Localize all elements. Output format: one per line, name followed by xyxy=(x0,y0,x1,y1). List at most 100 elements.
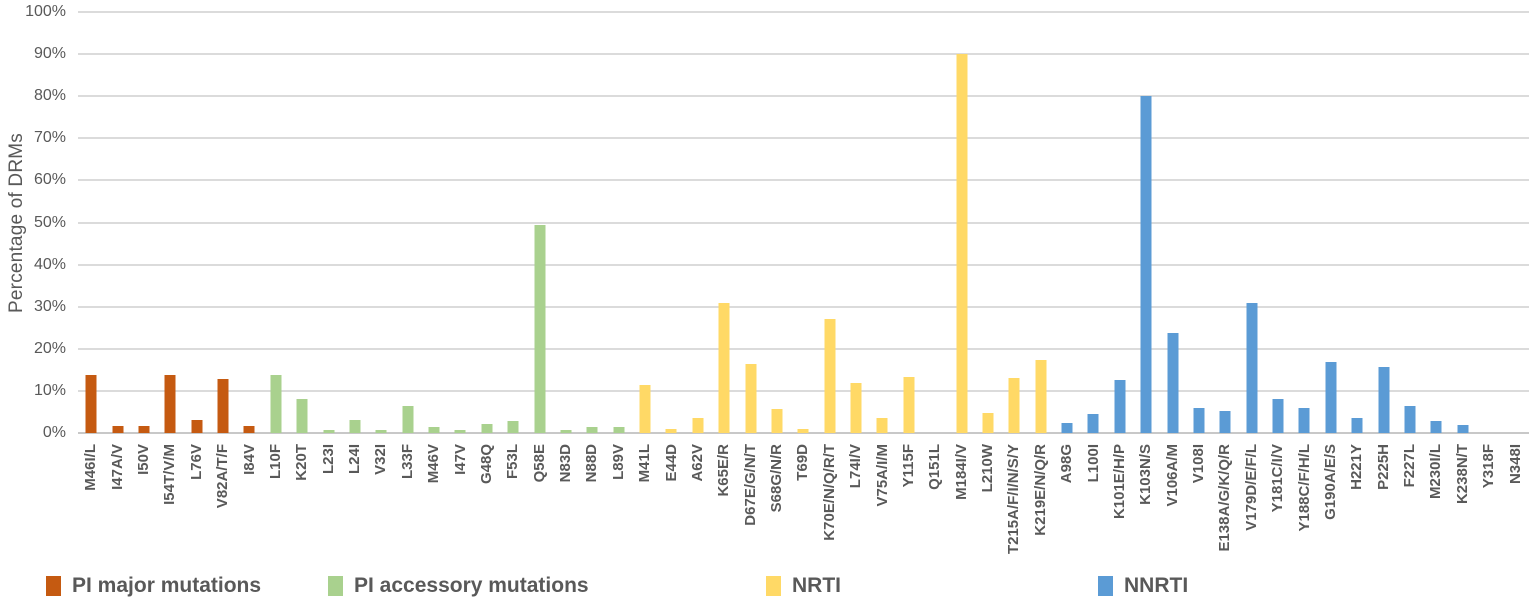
x-label: L210W xyxy=(979,444,997,493)
bar xyxy=(586,427,598,433)
legend-label: PI major mutations xyxy=(72,574,262,597)
bar-slot xyxy=(869,12,895,433)
bar-slot xyxy=(289,12,315,433)
y-tick-label: 10% xyxy=(33,381,66,399)
bar-slot xyxy=(658,12,684,433)
x-label-slot: K103N/S xyxy=(1133,444,1159,505)
legend-label: NRTI xyxy=(792,574,841,597)
bar xyxy=(1378,367,1390,433)
x-label: K20T xyxy=(293,444,311,481)
bar xyxy=(797,428,809,433)
y-tick-label: 100% xyxy=(25,3,66,20)
bar-slot xyxy=(1450,12,1476,433)
bar xyxy=(1430,420,1442,433)
legend-swatch xyxy=(766,576,781,596)
bar xyxy=(1404,405,1416,433)
bar xyxy=(956,54,968,433)
bar xyxy=(1298,408,1310,433)
bar xyxy=(903,376,915,433)
bar xyxy=(191,419,203,433)
x-label-slot: F53L xyxy=(500,444,526,479)
gridline xyxy=(78,389,1529,392)
bar xyxy=(1035,359,1047,433)
x-label-slot: L74I/V xyxy=(843,444,869,488)
x-label-slot: Y115F xyxy=(896,444,922,487)
x-label: T69D xyxy=(794,444,812,481)
x-axis-line xyxy=(78,432,1529,434)
legend-item: PI accessory mutations xyxy=(328,574,589,598)
x-label: V75A/I/M xyxy=(873,444,891,507)
x-label-slot: K101E/H/P xyxy=(1107,444,1133,519)
x-label-slot: L210W xyxy=(975,444,1001,492)
bar xyxy=(692,417,704,433)
bar-slot xyxy=(1423,12,1449,433)
x-label: K219E/N/Q/R xyxy=(1031,444,1049,536)
bar xyxy=(112,426,124,433)
x-label-slot: L23I xyxy=(315,444,341,474)
legend-item: NRTI xyxy=(766,574,841,598)
bar-slot xyxy=(685,12,711,433)
x-label-slot: L10F xyxy=(263,444,289,479)
bar xyxy=(639,384,651,433)
bar-slot xyxy=(606,12,632,433)
bar xyxy=(1140,96,1152,433)
bar xyxy=(375,429,387,433)
bar-slot xyxy=(553,12,579,433)
x-label: L74I/V xyxy=(847,444,865,489)
bar-slot xyxy=(1028,12,1054,433)
x-label-slot: G190A/E/S xyxy=(1318,444,1344,520)
bar-slot xyxy=(1502,12,1528,433)
gridline xyxy=(78,11,1529,13)
x-label: M230I/L xyxy=(1427,444,1445,500)
x-label: V108I xyxy=(1190,444,1208,484)
bar-slot xyxy=(395,12,421,433)
x-label: M41L xyxy=(636,444,654,483)
x-label-slot: V106A/M xyxy=(1159,444,1185,507)
x-label: G48Q xyxy=(477,444,495,485)
x-label-slot: M230I/L xyxy=(1423,444,1449,499)
legend-item: PI major mutations xyxy=(46,574,261,598)
bar xyxy=(771,409,783,433)
x-label: L100I xyxy=(1084,444,1102,483)
bar-slot xyxy=(632,12,658,433)
bar-slot xyxy=(263,12,289,433)
y-tick-label: 40% xyxy=(33,255,66,273)
x-label: V32I xyxy=(372,444,390,475)
bar-slot xyxy=(1054,12,1080,433)
bar-slot xyxy=(790,12,816,433)
x-label-slot: I54T/V/M xyxy=(157,444,183,505)
bar xyxy=(1193,408,1205,433)
x-label: N88D xyxy=(583,444,601,483)
x-label-slot: H221Y xyxy=(1344,444,1370,490)
x-label-slot: L100I xyxy=(1080,444,1106,482)
bar-slot xyxy=(843,12,869,433)
x-label: V82A/T/F xyxy=(214,444,232,509)
x-label-slot: P225H xyxy=(1370,444,1396,490)
bar xyxy=(402,405,414,433)
gridline xyxy=(78,95,1529,98)
bar xyxy=(349,419,361,433)
x-label-slot: S68G/N/R xyxy=(764,444,790,512)
bar xyxy=(560,429,572,433)
x-label-slot: L24I xyxy=(342,444,368,474)
bar-slot xyxy=(500,12,526,433)
bar-slot xyxy=(896,12,922,433)
y-tick-label: 20% xyxy=(33,339,66,357)
bar xyxy=(1351,417,1363,433)
x-label: I47A/V xyxy=(108,444,126,490)
bar-slot xyxy=(975,12,1001,433)
bar xyxy=(1325,361,1337,433)
bar xyxy=(1087,413,1099,433)
bar-slot xyxy=(1107,12,1133,433)
x-label: D67E/G/N/T xyxy=(741,444,759,526)
x-label-slot: M41L xyxy=(632,444,658,482)
bar xyxy=(138,426,150,433)
bar-slot xyxy=(184,12,210,433)
bar-slot xyxy=(1186,12,1212,433)
y-tick-label: 90% xyxy=(33,45,66,63)
x-label-slot: K65E/R xyxy=(711,444,737,497)
bar-slot xyxy=(1291,12,1317,433)
bar xyxy=(850,383,862,433)
bar-slot xyxy=(922,12,948,433)
